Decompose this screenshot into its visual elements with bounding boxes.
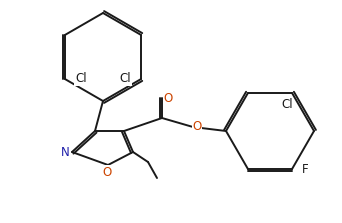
Text: O: O [102, 165, 111, 178]
Text: O: O [192, 120, 202, 134]
Text: Cl: Cl [281, 98, 293, 112]
Text: O: O [163, 91, 173, 105]
Text: Cl: Cl [119, 72, 131, 85]
Text: Cl: Cl [75, 72, 87, 85]
Text: N: N [61, 145, 69, 159]
Text: F: F [302, 163, 308, 176]
